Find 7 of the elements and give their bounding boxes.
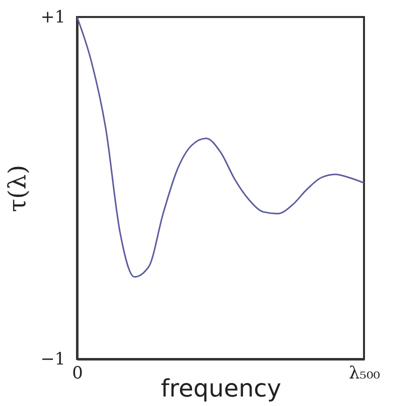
- x-tick-label: λ₅₀₀: [348, 364, 380, 384]
- y-tick-label: +1: [40, 8, 66, 28]
- x-axis-title: frequency: [160, 374, 282, 402]
- x-tick-label: 0: [72, 364, 83, 384]
- y-axis-title: τ(λ): [3, 164, 32, 212]
- line-series: [77, 17, 364, 278]
- y-tick-label: −1: [40, 350, 66, 370]
